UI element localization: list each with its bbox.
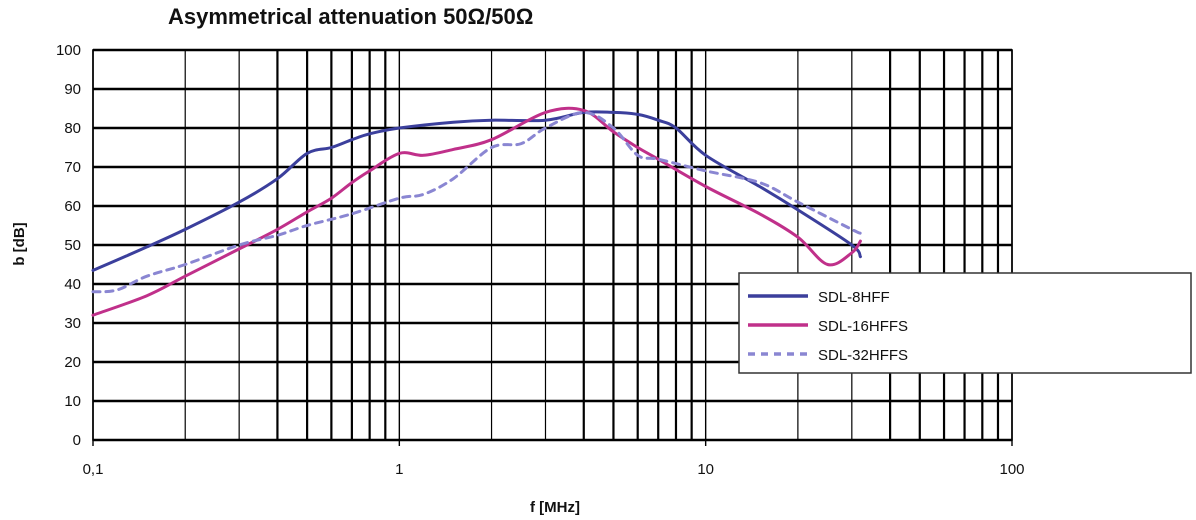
y-tick-label: 0 — [73, 432, 81, 449]
y-tick-label: 80 — [64, 120, 81, 137]
y-tick-label: 70 — [64, 159, 81, 176]
plot-frame — [92, 49, 1013, 441]
x-tick-label: 100 — [999, 461, 1024, 478]
legend-label-1: SDL-8HFF — [818, 289, 890, 306]
y-axis-label: b [dB] — [11, 222, 28, 265]
x-tick-label: 10 — [697, 461, 714, 478]
y-tick-label: 20 — [64, 354, 81, 371]
series-line-2 — [91, 106, 862, 317]
x-tick-label: 0,1 — [83, 461, 104, 478]
y-tick-label: 60 — [64, 198, 81, 215]
y-tick-labels: 0 10 20 30 40 50 60 70 80 90 100 — [56, 42, 81, 449]
legend-box — [738, 272, 1192, 374]
y-tick-label: 40 — [64, 276, 81, 293]
y-tick-label: 50 — [64, 237, 81, 254]
chart-title: Asymmetrical attenuation 50Ω/50Ω — [168, 4, 534, 29]
series-lines — [91, 106, 862, 317]
series-line-1 — [91, 110, 862, 272]
legend: SDL-8HFF SDL-16HFFS SDL-32HFFS — [738, 272, 1192, 374]
x-tick-labels: 0,1 1 10 100 — [83, 461, 1025, 478]
y-tick-label: 90 — [64, 81, 81, 98]
plot-border — [92, 49, 1013, 441]
series-line-3 — [91, 110, 862, 294]
x-tick-label: 1 — [395, 461, 403, 478]
x-axis-label: f [MHz] — [530, 499, 580, 516]
y-tick-label: 100 — [56, 42, 81, 59]
y-tick-label: 30 — [64, 315, 81, 332]
legend-label-3: SDL-32HFFS — [818, 347, 908, 364]
legend-label-2: SDL-16HFFS — [818, 318, 908, 335]
y-tick-label: 10 — [64, 393, 81, 410]
